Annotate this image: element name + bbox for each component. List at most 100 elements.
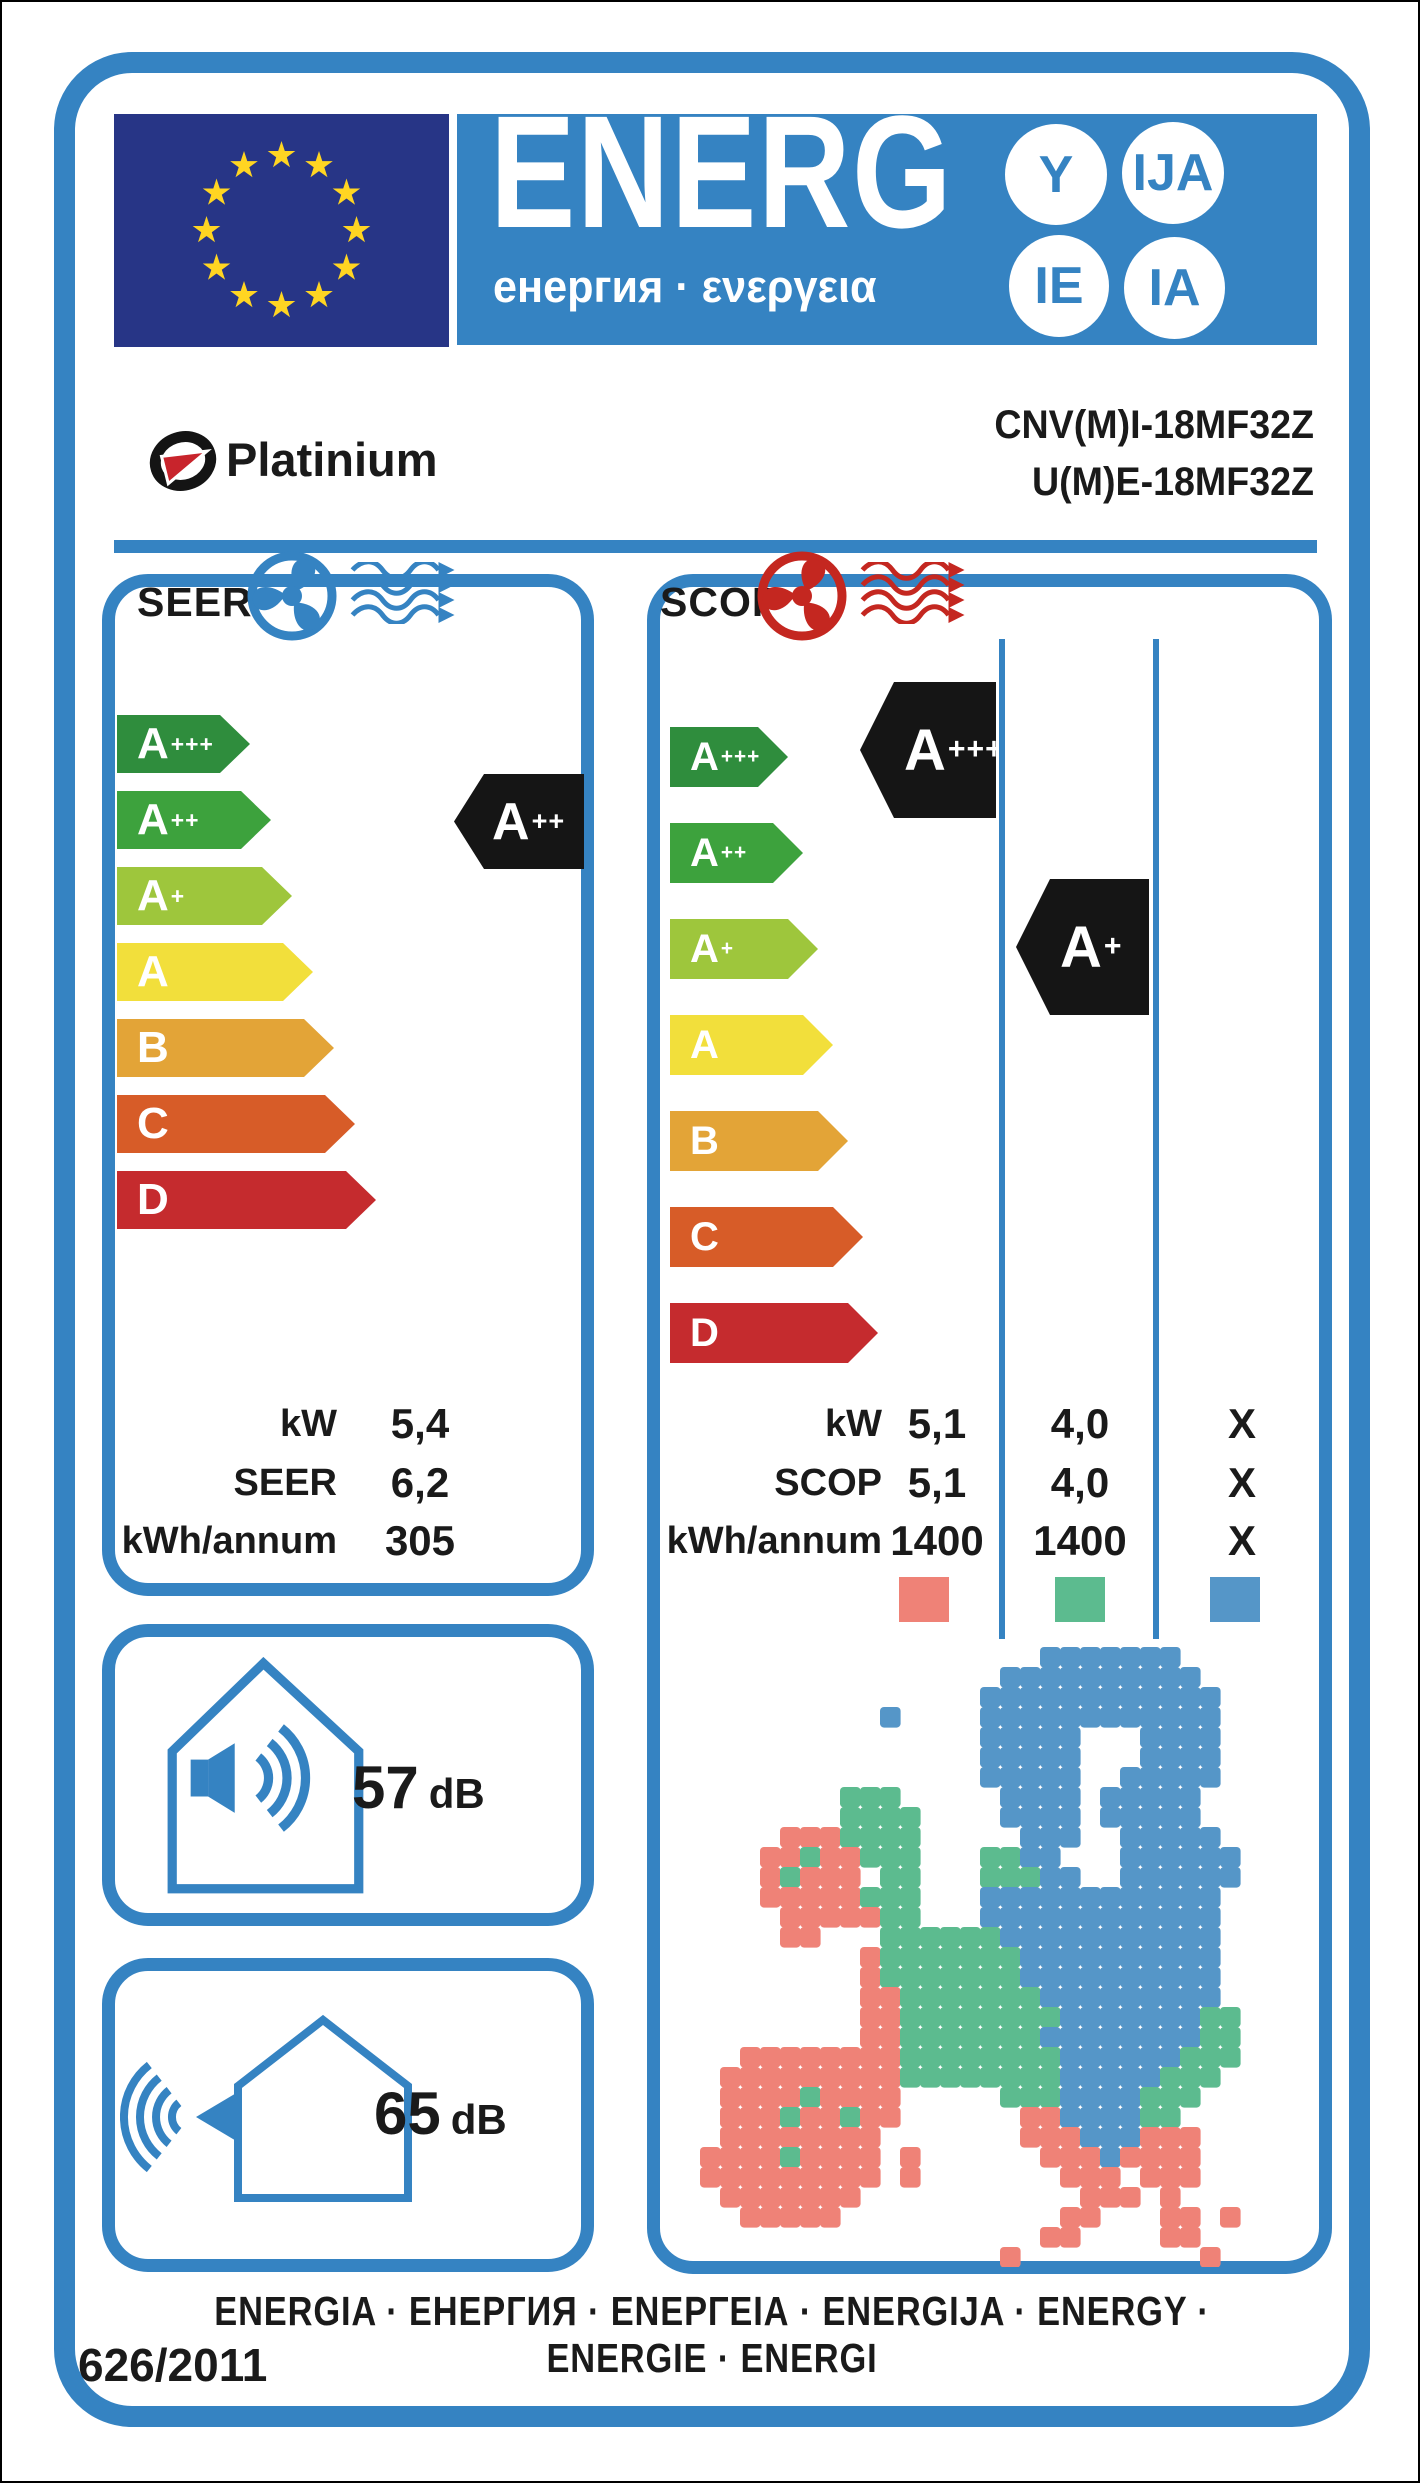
- class-arrow-C: C: [670, 1207, 863, 1267]
- class-letter: A: [690, 734, 719, 779]
- eu-star-icon: [192, 216, 221, 243]
- class-arrow-C: C: [117, 1095, 355, 1153]
- eu-star-icon: [305, 151, 333, 178]
- climate-zone-swatch-colder: [1210, 1577, 1260, 1622]
- class-arrow-D: D: [670, 1303, 878, 1363]
- europe-climate-map: [700, 1647, 1241, 2267]
- scop-row-label: SCOP: [774, 1462, 882, 1504]
- indoor-noise-house-icon: [167, 1657, 364, 1894]
- climate-column-divider: [1153, 639, 1159, 1639]
- eu-star-icon: [305, 281, 333, 308]
- class-plus: +: [170, 882, 186, 909]
- class-letter: A: [690, 1022, 719, 1067]
- brand-name: Platinium: [226, 433, 438, 486]
- rating-letter: A: [492, 792, 530, 851]
- seer-row-label: kWh/annum: [121, 1520, 337, 1562]
- model-indoor: CNV(M)I-18MF32Z: [994, 403, 1314, 447]
- heating-fan-icon: [757, 551, 847, 641]
- rating-plus: +: [1103, 930, 1123, 963]
- class-plus: ++: [170, 806, 200, 833]
- scop-value-zone3: X: [1227, 1459, 1256, 1506]
- indoor-noise-number: 57: [352, 1754, 419, 1821]
- eu-star-icon: [267, 291, 296, 318]
- scop-value-zone3: X: [1227, 1517, 1256, 1564]
- scop-value-zone3: X: [1227, 1400, 1256, 1447]
- outdoor-noise-panel: [102, 1958, 594, 2272]
- platinium-logo-icon: [149, 431, 217, 491]
- seer-title: SEER: [137, 579, 253, 625]
- seer-rating-arrow: A ++: [454, 774, 584, 869]
- scop-value-zone2: 4,0: [1050, 1459, 1110, 1506]
- class-letter: A: [137, 871, 169, 920]
- indoor-noise-unit: dB: [428, 1770, 485, 1817]
- indoor-noise-panel: [102, 1624, 594, 1926]
- energ-word: ENERG: [490, 114, 954, 261]
- model-numbers: CNV(M)I-18MF32Z U(M)E-18MF32Z: [739, 397, 1314, 511]
- class-letter: D: [137, 1175, 169, 1224]
- eu-star-icon: [332, 178, 361, 205]
- eu-star-icon: [230, 281, 258, 308]
- energ-subtitle: енергия · ενεργεια: [493, 261, 877, 312]
- seer-row-value: 6,2: [390, 1459, 450, 1506]
- class-letter: C: [137, 1099, 169, 1148]
- outdoor-noise-house-icon: [120, 2014, 412, 2202]
- scop-rating-arrow-warm: A +++: [860, 682, 996, 818]
- climate-zone-swatch-average: [1055, 1577, 1105, 1622]
- label-frame: [54, 52, 1370, 2427]
- class-letter: B: [137, 1023, 169, 1072]
- class-arrow-A+: A +: [670, 919, 818, 979]
- sound-waves-icon: [120, 2061, 182, 2173]
- cooling-airflow-icon: [350, 562, 455, 624]
- class-plus: +++: [170, 730, 214, 757]
- outdoor-noise-unit: dB: [450, 2096, 507, 2143]
- eu-star-icon: [332, 253, 361, 280]
- energ-banner: ENERG енергия · ενεργεια Y IJA IE IA: [457, 114, 1317, 345]
- class-arrow-B: B: [117, 1019, 334, 1077]
- seer-row-label: SEER: [233, 1462, 337, 1504]
- class-plus: +: [720, 937, 735, 960]
- climate-zone-swatch-warmer: [899, 1577, 949, 1622]
- class-letter: A: [137, 719, 169, 768]
- rating-letter: A: [1060, 914, 1102, 980]
- class-letter: A: [137, 795, 169, 844]
- cooling-fan-icon: [247, 551, 337, 641]
- header-separator: [114, 540, 1317, 553]
- class-letter: A: [690, 830, 719, 875]
- outdoor-noise-value: 65 dB: [374, 2084, 507, 2144]
- class-arrow-A: A: [117, 943, 313, 1001]
- class-arrow-D: D: [117, 1171, 376, 1229]
- class-arrow-A+: A +: [117, 867, 292, 925]
- climate-column-divider: [999, 639, 1005, 1639]
- sound-waves-icon: [255, 1724, 311, 1832]
- scop-value-zone1: 5,1: [907, 1459, 967, 1506]
- class-letter: B: [690, 1118, 719, 1163]
- speaker-icon: [190, 1759, 209, 1797]
- model-outdoor: U(M)E-18MF32Z: [1031, 460, 1314, 504]
- speaker-icon: [196, 2092, 238, 2142]
- scop-value-zone1: 1400: [890, 1517, 984, 1564]
- class-arrow-A++: A ++: [117, 791, 271, 849]
- class-plus: +++: [720, 745, 761, 768]
- eu-flag-stars-icon: [192, 141, 371, 318]
- regulation-number: 626/2011: [78, 2339, 268, 2391]
- energy-languages-line: ENERGIA · ЕНЕРГИЯ · ΕΝΕΡΓΕΙΑ · ENERGIJA …: [214, 2288, 1210, 2381]
- class-arrow-A: A: [670, 1015, 833, 1075]
- scop-value-zone2: 1400: [1033, 1517, 1127, 1564]
- language-ending-ia: IA: [1124, 237, 1225, 339]
- eu-star-icon: [202, 253, 231, 280]
- scop-row-label: kW: [825, 1403, 882, 1445]
- language-ending-ija: IJA: [1122, 122, 1224, 224]
- eu-star-icon: [202, 178, 231, 205]
- scop-value-zone1: 5,1: [907, 1400, 967, 1447]
- rating-plus: ++: [531, 806, 566, 836]
- outdoor-noise-number: 65: [374, 2080, 441, 2147]
- eu-star-icon: [230, 151, 258, 178]
- eu-star-icon: [342, 216, 371, 243]
- class-arrow-A+++: A +++: [117, 715, 250, 773]
- class-letter: A: [690, 926, 719, 971]
- scop-row-label: kWh/annum: [666, 1520, 882, 1562]
- seer-row-value: 305: [384, 1517, 456, 1564]
- eu-star-icon: [267, 141, 296, 168]
- eu-flag: [114, 114, 449, 347]
